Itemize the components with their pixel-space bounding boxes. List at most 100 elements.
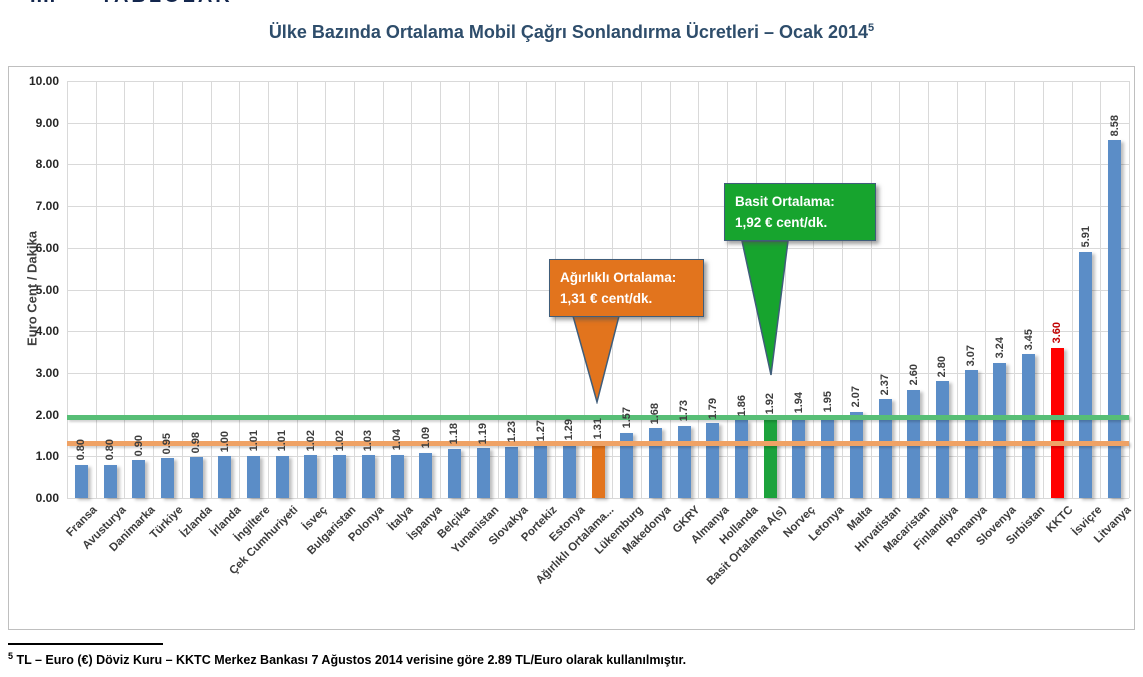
y-axis-tick: 10.00 [28, 74, 59, 88]
bar [160, 458, 174, 498]
gridline-vertical [956, 81, 958, 498]
gridline-vertical [239, 81, 241, 498]
weighted-average-line [67, 440, 1129, 446]
bar-value-label: 1.31 [592, 417, 604, 440]
bar-value-label: 3.45 [1022, 328, 1035, 351]
bar-value-label: 1.57 [620, 407, 633, 429]
gridline-vertical [497, 81, 499, 498]
bar [275, 455, 289, 498]
bar [505, 446, 519, 498]
bar-value-label: 1.01 [247, 430, 260, 452]
y-axis-tick: 2.00 [35, 407, 59, 422]
bar-value-label: 2.80 [936, 355, 949, 378]
weighted-average-callout: Ağırlıklı Ortalama: 1,31 € cent/dk. [549, 259, 704, 317]
bar-value-label: 1.95 [821, 391, 834, 413]
simple-average-line [67, 415, 1129, 421]
gridline-horizontal [67, 206, 1129, 208]
chart-title-text: Ülke Bazında Ortalama Mobil Çağrı Sonlan… [268, 22, 869, 42]
bar-value-label: 1.79 [706, 397, 719, 420]
gridline-vertical [985, 81, 987, 498]
gridline-vertical [296, 81, 298, 498]
y-axis-tick: 8.00 [35, 157, 59, 172]
weighted-average-callout-line2: 1,31 € cent/dk. [560, 291, 653, 306]
bar-value-label: 1.94 [792, 391, 805, 414]
bar [620, 432, 634, 498]
weighted-average-callout-pointer [572, 316, 620, 404]
y-axis-tick: 3.00 [35, 365, 59, 380]
bar [534, 445, 548, 498]
bar [390, 454, 404, 498]
chart-title-superscript: 5 [868, 22, 875, 34]
bar-value-label: 0.80 [75, 439, 88, 461]
bar [935, 381, 949, 498]
footnote-text: TL – Euro (€) Döviz Kuru – KKTC Merkez B… [13, 653, 687, 668]
bar-value-label: 8.58 [1108, 114, 1121, 137]
gridline-vertical [1071, 81, 1073, 498]
bar [103, 464, 117, 498]
gridline-vertical [1100, 81, 1102, 498]
gridline-horizontal [67, 164, 1129, 166]
bar [74, 464, 88, 498]
bar [132, 460, 146, 498]
bar [562, 444, 576, 498]
gridline-vertical [124, 81, 126, 498]
bar-value-label: 1.02 [304, 430, 317, 452]
bar-value-label: 3.24 [993, 337, 1006, 359]
bar [735, 420, 748, 498]
gridline-horizontal [67, 81, 1129, 82]
gridline-vertical [411, 81, 413, 498]
gridline-vertical [727, 81, 729, 498]
bar [1108, 140, 1122, 498]
bar-value-label: 0.95 [161, 432, 174, 455]
bar-value-label: 1.03 [362, 429, 375, 452]
bar-value-label: 1.01 [276, 430, 289, 452]
bar [419, 452, 433, 498]
bar [677, 425, 691, 498]
bar-value-label: 1.73 [678, 400, 691, 422]
bar-value-label: 1.68 [649, 402, 662, 424]
simple-average-callout-line1: Basit Ortalama: [735, 194, 835, 209]
gridline-vertical [784, 81, 786, 498]
bar-value-label: 2.60 [907, 364, 920, 386]
bar-value-label: 1.00 [218, 430, 231, 453]
bar-value-label: 1.23 [505, 421, 518, 443]
bar [333, 455, 347, 498]
bar-value-label: 1.02 [333, 430, 346, 452]
bar [476, 448, 490, 498]
section-word: TABLOLAR [100, 0, 233, 7]
bar-value-label: 2.37 [879, 373, 892, 396]
bar [648, 427, 662, 498]
bar [763, 417, 777, 498]
chart-area: Euro Cent / Dakika 0.00 1.00 2.00 3.00 4.00 5… [8, 66, 1135, 630]
y-axis-tick: 0.00 [35, 491, 59, 505]
gridline-vertical [67, 81, 68, 498]
y-axis-tick: 1.00 [35, 449, 59, 464]
bar [821, 416, 835, 498]
simple-average-callout: Basit Ortalama: 1,92 € cent/dk. [724, 183, 876, 241]
gridline-vertical [813, 81, 815, 498]
bar [964, 369, 978, 498]
bar-value-label: 1.92 [764, 392, 777, 414]
y-axis-tick: 6.00 [35, 240, 59, 255]
bar [591, 443, 605, 498]
bar [218, 456, 232, 498]
gridline-vertical [1129, 81, 1130, 498]
gridline-horizontal [67, 498, 1129, 499]
bar-value-label: 0.80 [104, 439, 117, 461]
bar [792, 417, 806, 498]
bar [1022, 354, 1036, 498]
gridline-vertical [1042, 81, 1044, 498]
gridline-vertical [928, 81, 930, 498]
bar-value-label: 1.29 [563, 418, 576, 441]
y-axis-tick: 7.00 [35, 199, 59, 214]
gridline-horizontal [67, 122, 1129, 124]
gridline-vertical [1014, 81, 1016, 498]
bar [189, 457, 203, 498]
gridline-vertical [354, 81, 356, 498]
simple-average-callout-pointer [741, 241, 789, 376]
bar [247, 455, 261, 498]
gridline-vertical [153, 81, 155, 498]
footnote-superscript: 5 [8, 651, 14, 661]
bar [361, 455, 375, 498]
bar [849, 411, 863, 498]
